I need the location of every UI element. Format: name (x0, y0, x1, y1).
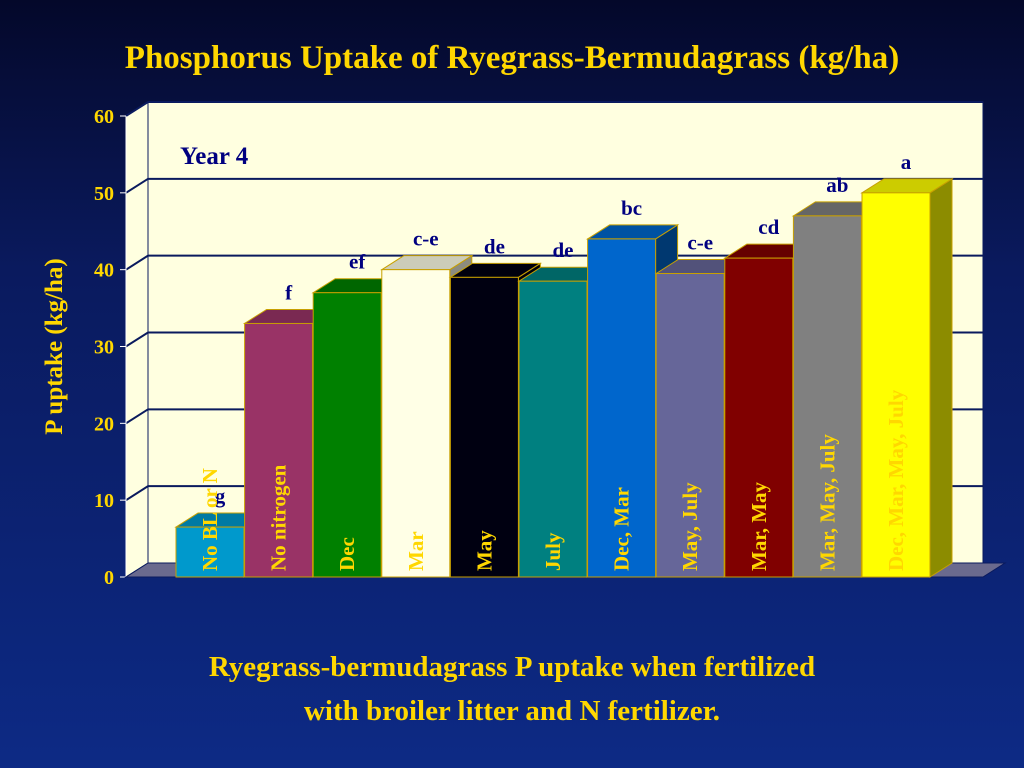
significance-letter: c-e (687, 231, 713, 255)
category-label: No BL or N (198, 468, 222, 571)
y-tick-label: 0 (104, 567, 114, 589)
category-label: May (472, 530, 496, 571)
gridline (125, 254, 983, 271)
bar (175, 526, 245, 578)
significance-letter: bc (621, 196, 642, 220)
category-label: Mar (404, 531, 428, 571)
category-label: Dec, Mar, May, July (884, 389, 908, 571)
bar (381, 269, 451, 578)
significance-letter: f (285, 280, 293, 304)
y-tick-label: 30 (94, 337, 114, 359)
bar (244, 322, 314, 578)
caption-line-2: with broiler litter and N fertilizer. (303, 695, 721, 727)
bar (518, 280, 588, 578)
bar (792, 215, 862, 578)
category-label: Mar, May, July (815, 434, 839, 571)
significance-letter: ab (826, 173, 848, 197)
y-tick-label: 20 (94, 413, 114, 435)
bar (655, 273, 725, 578)
bar (312, 292, 382, 578)
y-tick-label: 40 (94, 260, 114, 282)
significance-letter: cd (758, 215, 779, 239)
category-label: May, July (678, 482, 702, 571)
gridline (125, 101, 983, 117)
significance-letter: de (553, 238, 574, 262)
bar (724, 257, 794, 578)
category-label: Dec (335, 537, 359, 571)
year-annotation: Year 4 (180, 143, 249, 170)
significance-letter: ef (349, 250, 366, 274)
y-axis-label: P uptake (kg/ha) (41, 258, 68, 434)
bar-chart: 0 10 20 30 40 50 60 P uptake (kg/ha) Year 4 gNo B… (41, 101, 1007, 589)
bar (449, 276, 519, 578)
y-tick-label: 10 (94, 490, 114, 512)
significance-letter: c-e (413, 227, 439, 251)
significance-letter: g (215, 484, 226, 508)
category-label: July (541, 532, 565, 571)
caption-line-1: Ryegrass-bermudagrass P uptake when fert… (208, 651, 816, 683)
gridline (125, 177, 983, 194)
significance-letter: de (484, 234, 505, 258)
significance-letter: a (901, 150, 912, 174)
y-tick-label: 60 (94, 106, 114, 128)
bar (861, 192, 931, 578)
category-label: Dec, Mar (610, 487, 634, 571)
bar (587, 238, 657, 578)
category-label: No nitrogen (267, 464, 291, 571)
slide-caption: Ryegrass-bermudagrass P uptake when fert… (0, 645, 1024, 733)
y-tick-label: 50 (94, 183, 114, 205)
bar-side (929, 177, 953, 578)
slide-title: Phosphorus Uptake of Ryegrass-Bermudagra… (124, 40, 900, 76)
category-label: Mar, May (747, 481, 771, 571)
